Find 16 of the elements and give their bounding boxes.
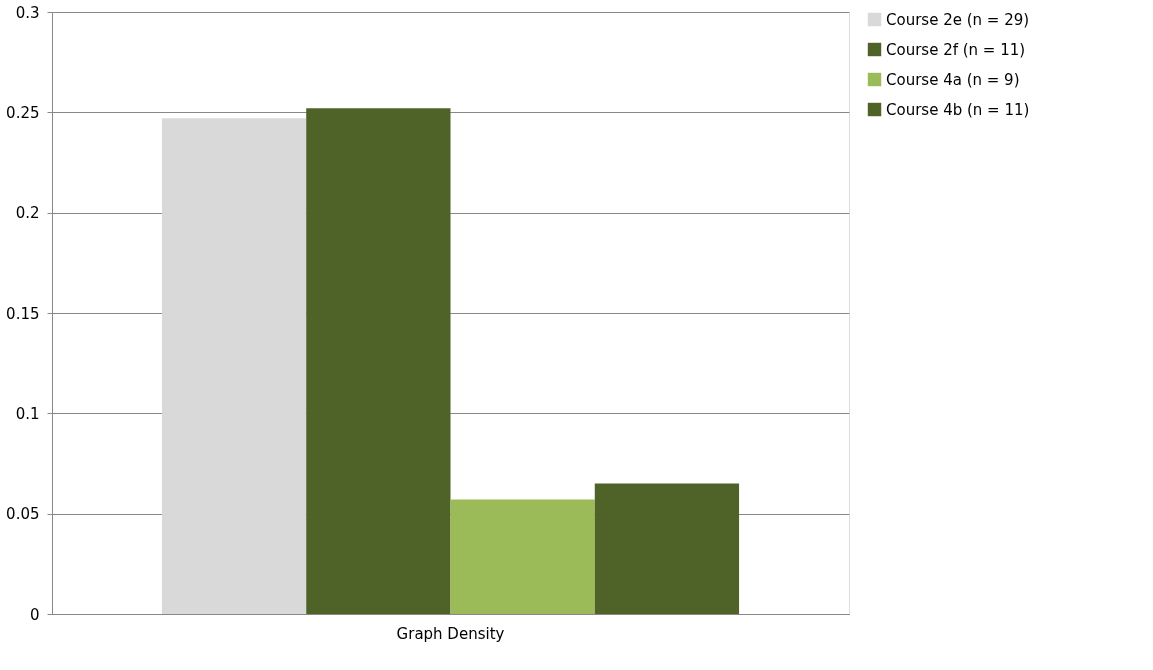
bar [306,108,451,614]
legend-label: Course 4a (n = 9) [886,70,1020,89]
y-tick-label: 0.05 [6,505,40,524]
y-tick-label: 0.15 [6,304,40,323]
x-tick-label: Graph Density [396,624,505,643]
legend-label: Course 2e (n = 29) [886,10,1030,29]
bar [161,118,307,614]
legend-label: Course 2f (n = 11) [886,40,1026,59]
y-tick-label: 0.1 [15,404,40,423]
bar [450,499,595,614]
y-tick-label: 0 [29,605,40,624]
y-tick-label: 0.2 [15,204,40,223]
y-tick-label: 0.25 [6,103,40,122]
bar [594,483,740,614]
y-tick-label: 0.3 [15,3,40,22]
legend-label: Course 4b (n = 11) [886,100,1030,119]
